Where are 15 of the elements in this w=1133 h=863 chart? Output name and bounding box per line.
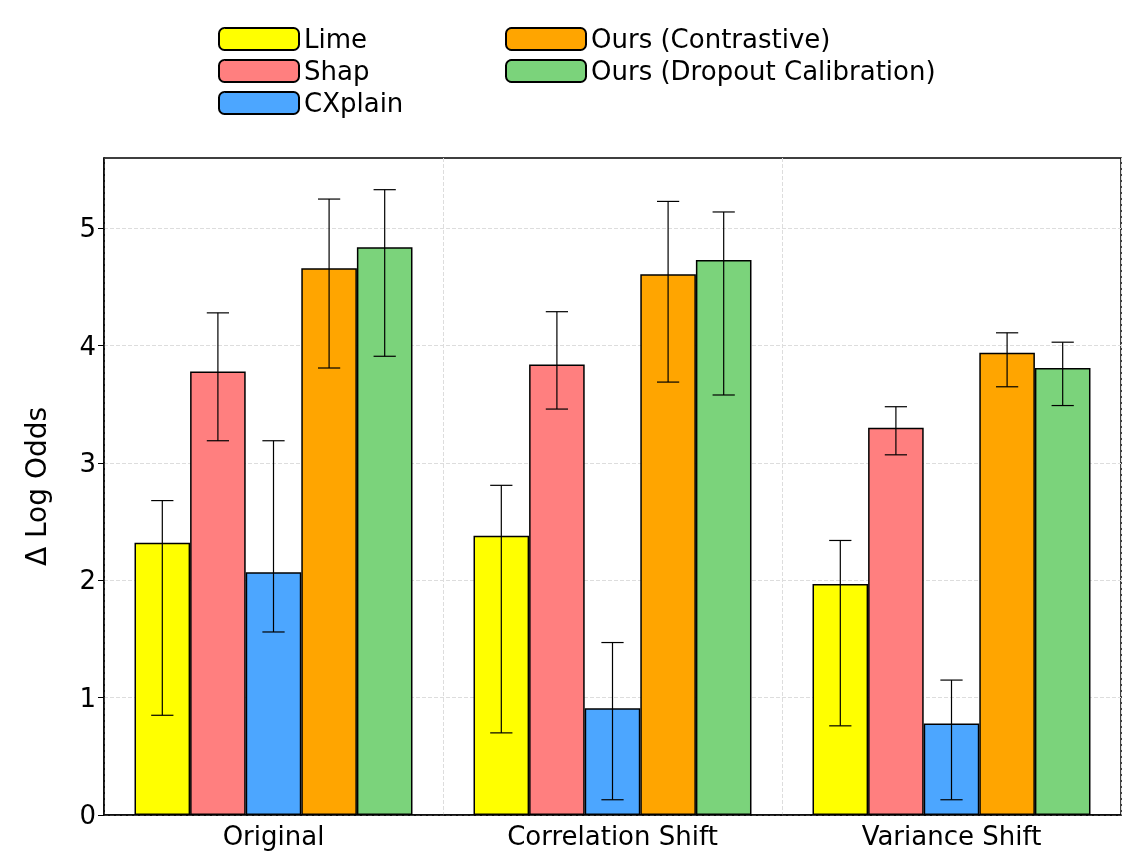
legend-label: Ours (Contrastive) xyxy=(591,24,831,54)
y-tick-label: 1 xyxy=(79,682,96,713)
y-tick-label: 3 xyxy=(79,448,96,479)
legend-label: Lime xyxy=(304,24,368,54)
legend-label: CXplain xyxy=(304,88,404,118)
y-tick-label: 2 xyxy=(79,565,96,596)
x-tick-label: Correlation Shift xyxy=(507,821,718,851)
x-tick-label: Original xyxy=(222,821,325,851)
y-tick-label: 4 xyxy=(79,330,96,361)
legend-label: Ours (Dropout Calibration) xyxy=(591,56,936,86)
y-tick-label: 5 xyxy=(79,213,96,244)
y-axis-title: Δ Log Odds xyxy=(19,406,53,567)
y-tick-label: 0 xyxy=(79,800,96,830)
x-tick-label: Variance Shift xyxy=(861,821,1042,851)
legend-label: Shap xyxy=(304,56,370,86)
